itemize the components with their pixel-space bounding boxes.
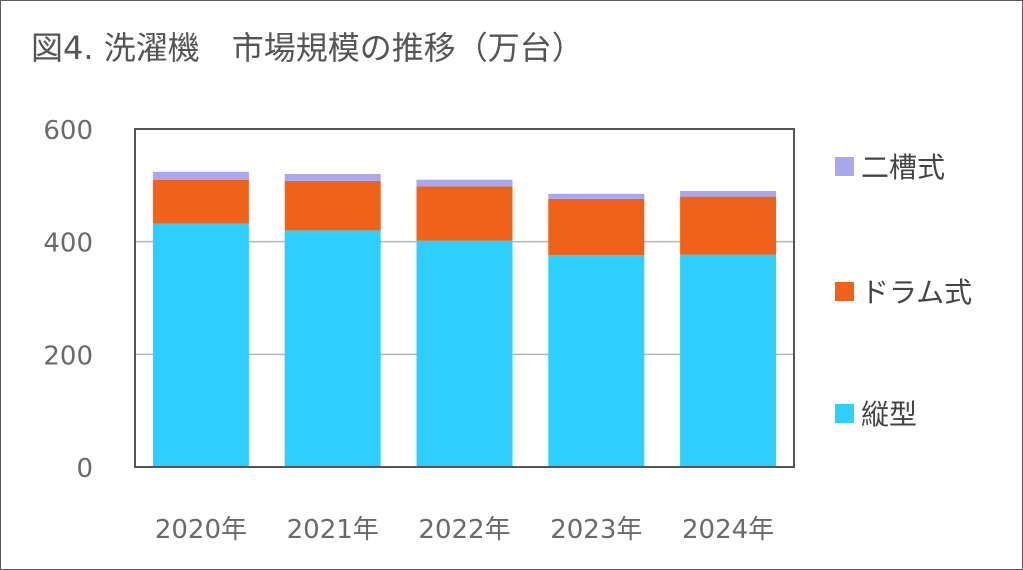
bar-segment [284, 180, 381, 231]
bar-segment [416, 179, 513, 187]
bar-segment [680, 254, 777, 467]
legend-swatch [835, 404, 854, 423]
chart-title: 図4. 洗濯機 市場規模の推移（万台） [31, 29, 584, 67]
legend-swatch [835, 282, 854, 301]
x-axis: 2020年 2021年 2022年 2023年 2024年 [155, 515, 774, 545]
bar-segment [548, 198, 645, 256]
bar-segment [152, 171, 249, 180]
legend-label: ドラム式 [861, 276, 972, 309]
x-tick-label: 2022年 [418, 515, 510, 545]
x-tick-label: 2024年 [682, 515, 774, 545]
bar-segment [680, 190, 777, 197]
bar-segment [152, 179, 249, 224]
y-tick-label: 200 [43, 341, 93, 371]
legend-label: 縦型 [861, 398, 917, 431]
bar-segment [416, 240, 513, 467]
bar-segment [548, 193, 645, 199]
bar-segment [284, 174, 381, 181]
y-tick-label: 400 [43, 229, 93, 259]
bar-segment [548, 255, 645, 467]
x-tick-label: 2023年 [550, 515, 642, 545]
y-tick-label: 600 [43, 116, 93, 146]
legend-label: 二槽式 [861, 151, 945, 184]
bar-segment [152, 223, 249, 467]
y-tick-label: 0 [76, 454, 93, 484]
bar-segment [284, 230, 381, 467]
bar-segment [680, 196, 777, 255]
y-axis: 0 200 400 600 [43, 116, 93, 484]
plot-area-border [134, 128, 795, 468]
bar-segment [416, 186, 513, 241]
x-tick-label: 2020年 [155, 515, 247, 545]
legend-swatch [835, 157, 854, 176]
bars [152, 171, 777, 467]
x-tick-label: 2021年 [287, 515, 379, 545]
